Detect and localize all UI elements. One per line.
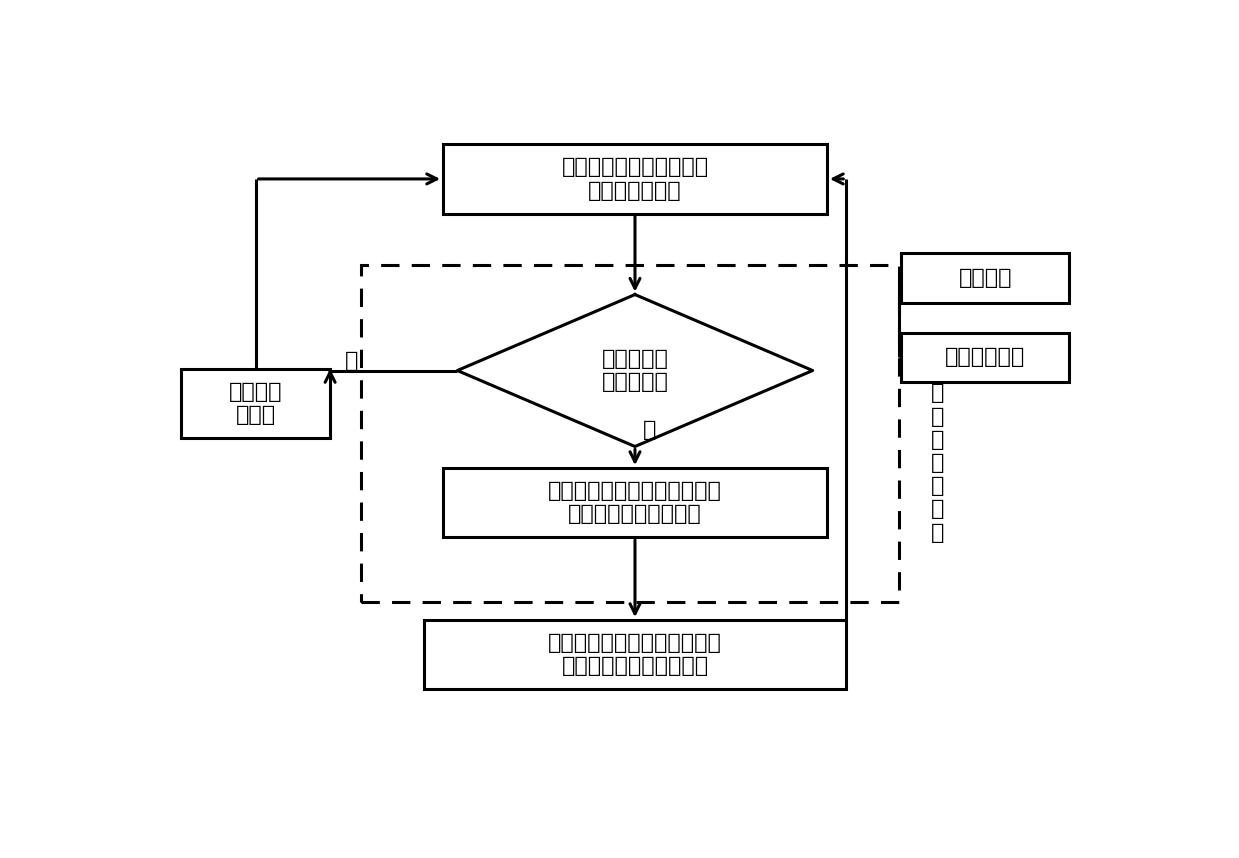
FancyBboxPatch shape (181, 369, 330, 438)
Text: 太阳辐射参数: 太阳辐射参数 (945, 347, 1026, 367)
Text: 站台摄像头实时监控站台
候车区人员分布: 站台摄像头实时监控站台 候车区人员分布 (561, 157, 709, 201)
Text: 停止转动
反光板: 停止转动 反光板 (229, 382, 282, 426)
Text: 控制所需反光板对应的转动马
达，使其以设定方式运行: 控制所需反光板对应的转动马 达，使其以设定方式运行 (548, 633, 722, 676)
Text: 是: 是 (643, 420, 657, 440)
Text: 空气温度: 空气温度 (959, 268, 1012, 288)
FancyBboxPatch shape (444, 468, 828, 537)
Text: 否: 否 (344, 351, 358, 371)
Polygon shape (457, 294, 813, 446)
FancyBboxPatch shape (902, 253, 1069, 303)
FancyBboxPatch shape (902, 333, 1069, 382)
Text: 控
制
模
块
中
进
行: 控 制 模 块 中 进 行 (930, 384, 944, 542)
FancyBboxPatch shape (424, 620, 846, 689)
FancyBboxPatch shape (444, 144, 828, 214)
Text: 计算需要转动的反光板序号及
各个反光板的最佳朝向: 计算需要转动的反光板序号及 各个反光板的最佳朝向 (548, 481, 722, 524)
Text: 判断是否达
到运行条件: 判断是否达 到运行条件 (602, 349, 668, 392)
